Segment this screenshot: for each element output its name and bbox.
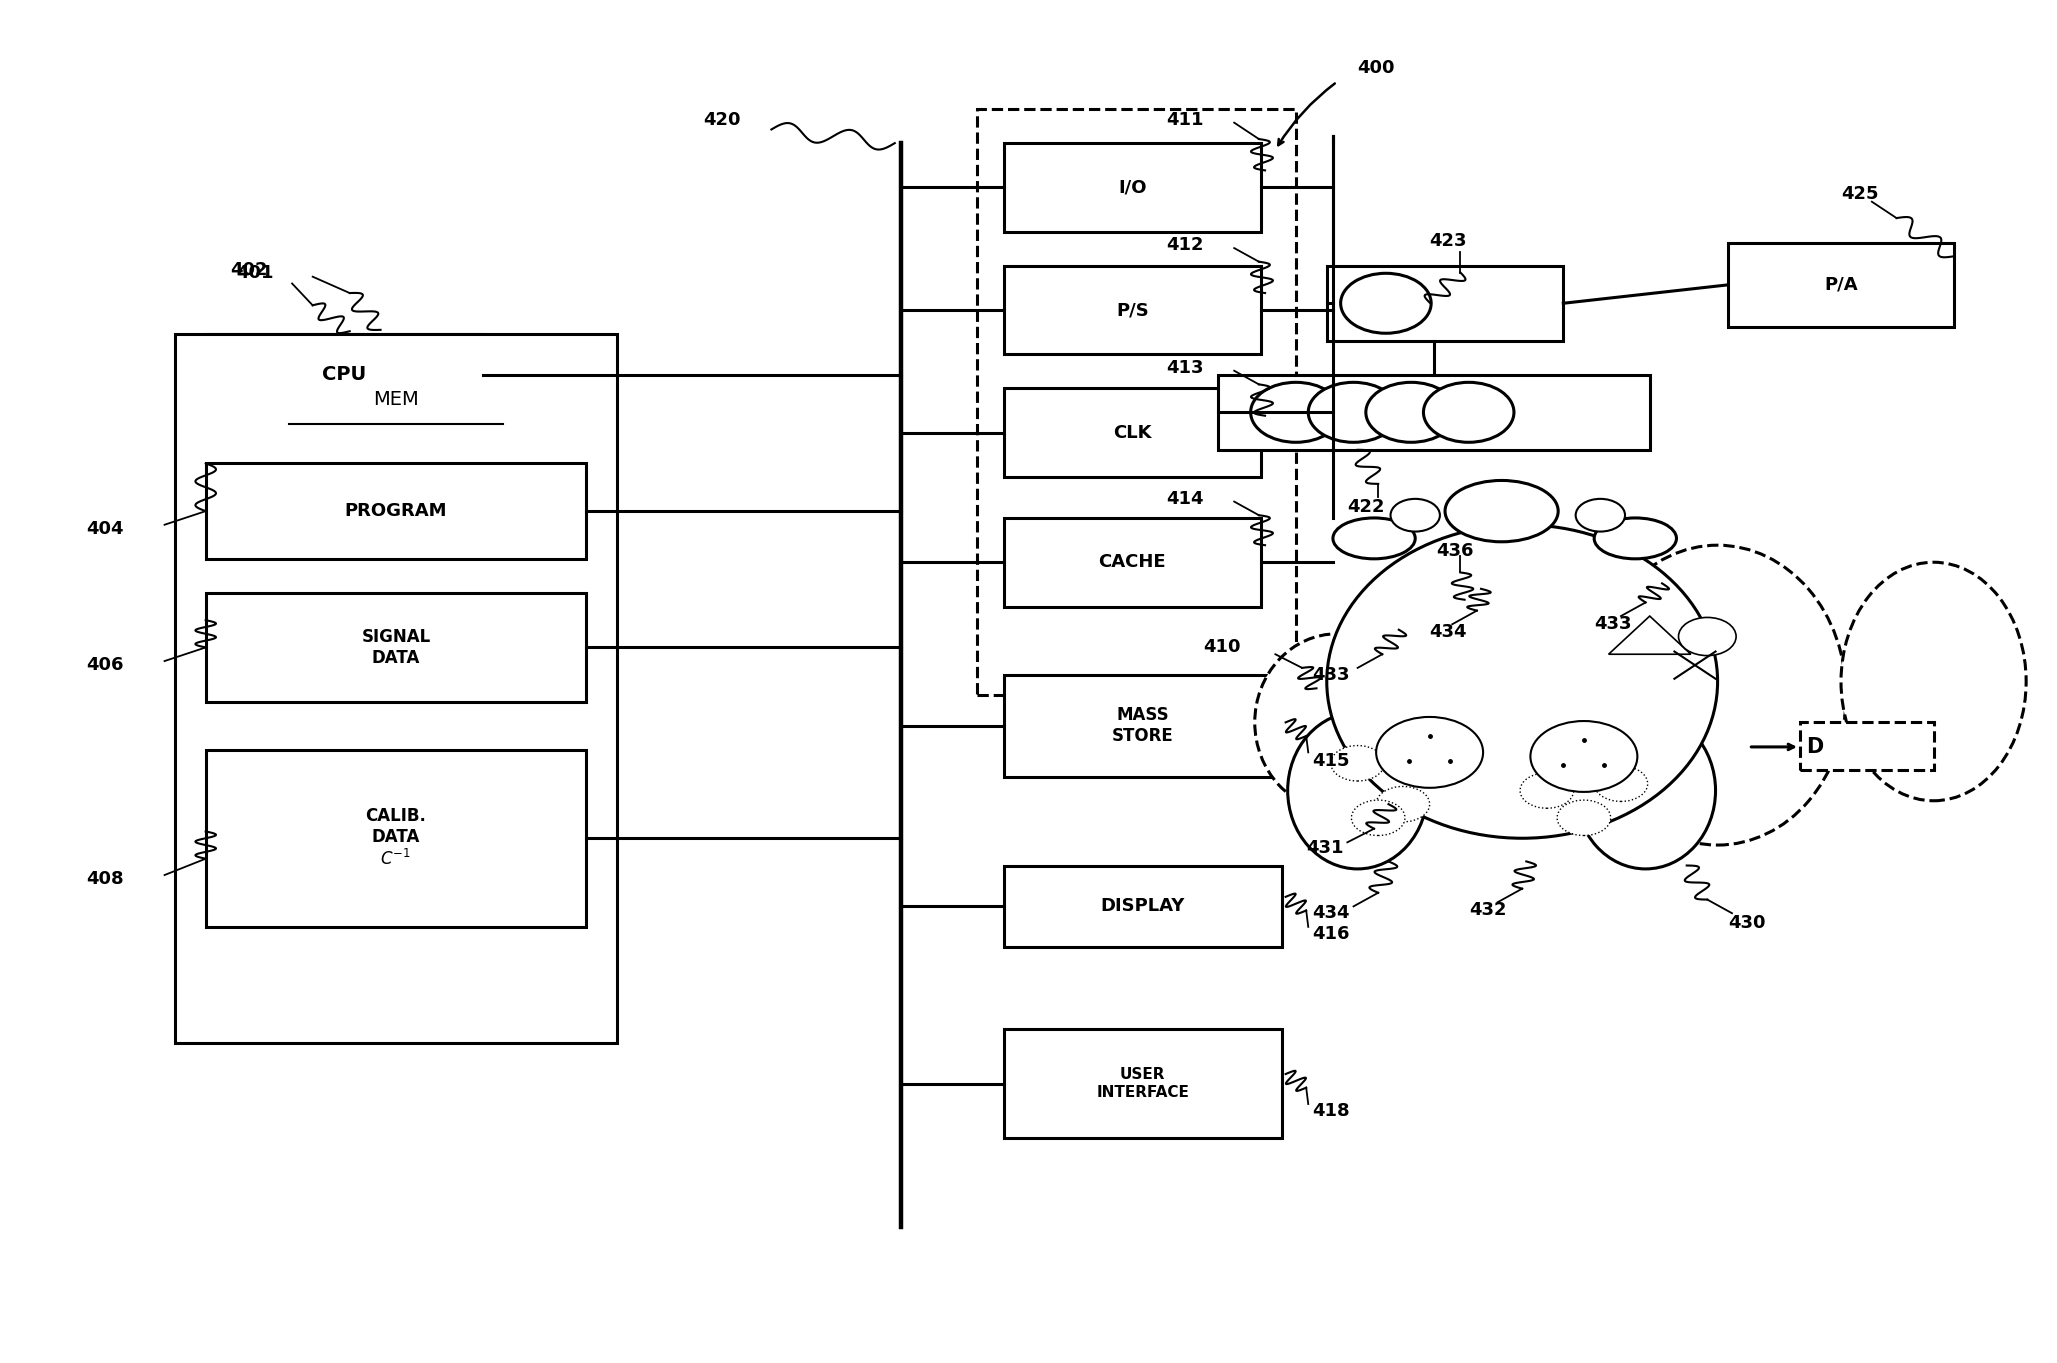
Bar [1460, 646, 1580, 711]
Bar [1004, 675, 1282, 777]
Circle shape [1331, 746, 1384, 781]
Text: 410: 410 [1203, 638, 1240, 657]
Text: DISPLAY: DISPLAY [1100, 897, 1185, 916]
Bar [1728, 243, 1954, 327]
Bar [1218, 375, 1650, 450]
Circle shape [1576, 499, 1625, 532]
Text: 434: 434 [1312, 904, 1349, 923]
Ellipse shape [1255, 634, 1419, 811]
Text: MASS
STORE: MASS STORE [1111, 706, 1175, 746]
Text: 414: 414 [1166, 489, 1203, 508]
Bar [1004, 1029, 1282, 1138]
Bar [1004, 266, 1261, 354]
Text: 433: 433 [1594, 615, 1631, 634]
Ellipse shape [1444, 481, 1559, 542]
Text: 425: 425 [1841, 184, 1878, 203]
Bar [1004, 518, 1261, 607]
Text: USER
INTERFACE: USER INTERFACE [1096, 1067, 1189, 1100]
Text: P/S: P/S [1117, 301, 1148, 319]
Text: 433: 433 [1312, 665, 1349, 684]
Text: 401: 401 [237, 263, 274, 282]
Ellipse shape [1841, 563, 2026, 801]
Text: 423: 423 [1430, 232, 1467, 251]
Circle shape [1679, 617, 1736, 656]
Circle shape [1376, 717, 1483, 788]
Text: 434: 434 [1430, 623, 1467, 642]
Circle shape [1594, 766, 1648, 801]
Bar [206, 593, 586, 702]
Circle shape [1341, 273, 1432, 334]
Text: 415: 415 [1312, 751, 1349, 770]
Text: 412: 412 [1166, 236, 1203, 255]
Bar [1485, 657, 1555, 698]
Bar [1004, 866, 1282, 947]
Ellipse shape [1288, 713, 1428, 870]
Bar [1004, 388, 1261, 477]
Circle shape [1351, 800, 1405, 836]
Circle shape [1423, 383, 1514, 442]
Bar [1358, 658, 1440, 677]
Bar [1592, 627, 1633, 657]
Bar [206, 463, 586, 559]
Text: D: D [1806, 737, 1823, 756]
Text: 436: 436 [1436, 541, 1473, 560]
Circle shape [1251, 383, 1341, 442]
Text: CALIB.
DATA
$C^{-1}$: CALIB. DATA $C^{-1}$ [366, 807, 426, 870]
Bar [206, 750, 586, 927]
Text: CLK: CLK [1113, 424, 1152, 442]
Text: 406: 406 [86, 656, 123, 675]
Bar [175, 334, 617, 1043]
Bar [1800, 722, 1934, 770]
Text: 422: 422 [1347, 497, 1384, 517]
Circle shape [1308, 383, 1399, 442]
Circle shape [1391, 499, 1440, 532]
Circle shape [1557, 800, 1611, 836]
Text: CPU: CPU [323, 365, 366, 384]
Text: 418: 418 [1312, 1101, 1349, 1120]
Text: P/A: P/A [1825, 275, 1857, 294]
Text: 432: 432 [1469, 901, 1506, 920]
Circle shape [1530, 721, 1637, 792]
Bar [206, 334, 483, 416]
Text: 402: 402 [230, 260, 267, 279]
Text: I/O: I/O [1119, 179, 1146, 196]
Circle shape [1376, 786, 1430, 822]
Bar [977, 109, 1296, 695]
Ellipse shape [1588, 545, 1847, 845]
Text: PROGRAM: PROGRAM [346, 502, 446, 521]
Text: 431: 431 [1306, 838, 1343, 857]
Text: 404: 404 [86, 519, 123, 538]
Circle shape [1366, 383, 1456, 442]
Text: 420: 420 [703, 110, 741, 129]
Ellipse shape [1576, 713, 1716, 870]
Ellipse shape [1327, 525, 1718, 838]
Ellipse shape [1594, 518, 1676, 559]
Bar [1327, 266, 1563, 341]
Text: 416: 416 [1312, 924, 1349, 943]
Ellipse shape [1333, 518, 1415, 559]
Text: MEM: MEM [372, 390, 420, 409]
Text: 430: 430 [1728, 913, 1765, 932]
Text: 408: 408 [86, 870, 123, 889]
Bar [1384, 641, 1413, 695]
Text: 413: 413 [1166, 358, 1203, 378]
Circle shape [1520, 773, 1574, 808]
Text: SIGNAL
DATA: SIGNAL DATA [362, 628, 430, 667]
Text: CACHE: CACHE [1098, 553, 1166, 571]
Text: 411: 411 [1166, 110, 1203, 129]
Bar [1004, 143, 1261, 232]
Polygon shape [1609, 616, 1691, 654]
Text: 400: 400 [1358, 59, 1395, 78]
